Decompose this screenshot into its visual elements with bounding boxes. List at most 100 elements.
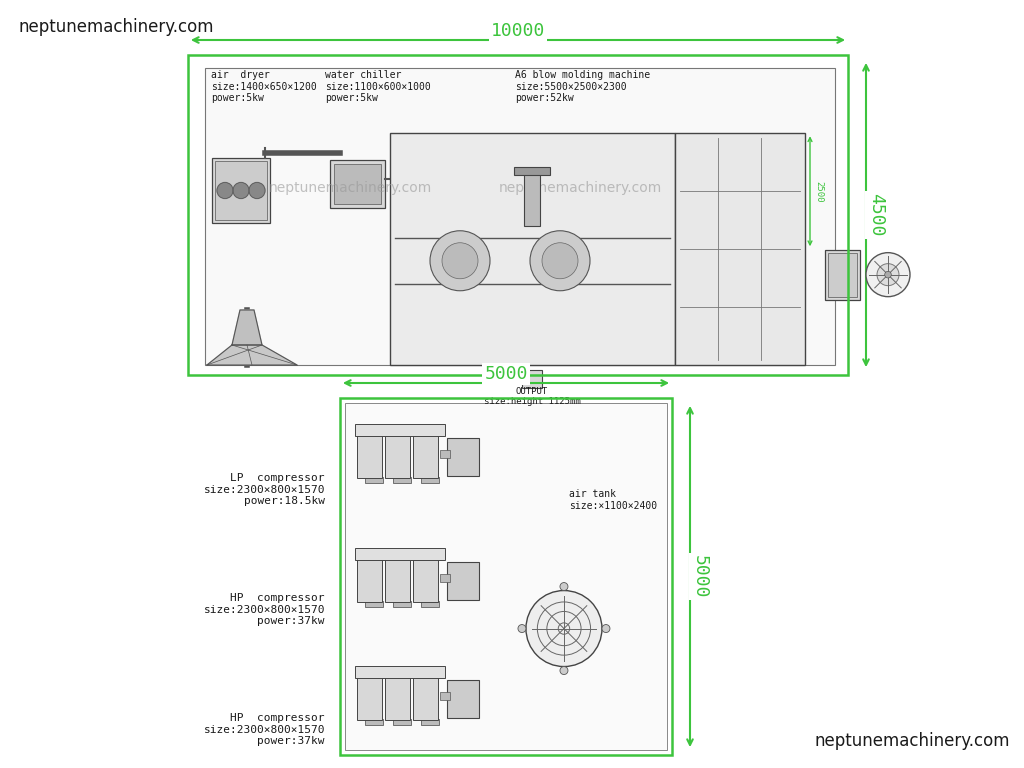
Bar [667,190,673,195]
Bar [667,326,673,331]
Text: HP  compressor
size:2300×800×1570
power:37kw: HP compressor size:2300×800×1570 power:3… [204,593,325,626]
Bar [449,357,456,363]
Bar [556,230,564,236]
Bar [580,357,588,363]
Bar [520,230,528,236]
Text: OUTPUT
size:height 1125mm: OUTPUT size:height 1125mm [483,387,581,406]
Circle shape [542,243,578,279]
Bar [667,254,673,259]
Bar [421,601,439,607]
Bar [652,230,660,236]
Bar [568,230,575,236]
Bar [532,357,540,363]
Bar [447,438,479,476]
Circle shape [217,183,233,198]
Text: air  dryer
size:1400×650×1200
power:5kw: air dryer size:1400×650×1200 power:5kw [211,70,316,103]
Bar [667,198,673,203]
Bar [413,557,438,602]
Bar [667,310,673,315]
Bar [334,164,381,204]
Bar [667,334,673,339]
Bar [357,557,382,602]
Bar [667,142,673,147]
Bar [667,150,673,155]
Bar [357,675,382,720]
Bar [604,230,612,236]
Bar [212,158,270,223]
Text: A6 blow molding machine
size:5500×2500×2300
power:52kw: A6 blow molding machine size:5500×2500×2… [515,70,650,103]
Bar [522,370,542,388]
Bar [355,424,445,436]
Bar [667,206,673,211]
Bar [385,557,410,602]
Text: neptunemachinery.com: neptunemachinery.com [499,181,662,195]
Bar [447,562,479,600]
Bar [524,168,540,226]
Bar [604,357,612,363]
Bar [440,692,450,700]
Bar [675,134,805,365]
Bar [667,350,673,355]
Circle shape [866,253,910,296]
Bar [667,286,673,291]
Text: neptunemachinery.com: neptunemachinery.com [268,181,432,195]
Bar [385,433,410,478]
Text: 5000: 5000 [484,365,527,383]
Text: 10000: 10000 [490,22,545,40]
Bar [412,357,420,363]
Bar [667,246,673,251]
Bar [568,357,575,363]
Bar [520,357,528,363]
Text: 2500: 2500 [814,180,823,202]
Bar [460,230,468,236]
Text: 5000: 5000 [691,554,709,598]
Bar [828,253,857,296]
Bar [667,262,673,267]
Bar [357,433,382,478]
Bar [436,357,444,363]
Bar [640,357,648,363]
Bar [640,230,648,236]
Circle shape [877,263,899,286]
Circle shape [602,624,610,633]
Bar [508,230,516,236]
Bar [365,601,383,607]
Circle shape [530,230,590,291]
Bar [440,574,450,582]
Circle shape [442,243,478,279]
Bar [365,477,383,483]
Bar [205,68,835,365]
Circle shape [560,667,568,674]
Bar [421,719,439,725]
Bar [628,357,636,363]
Circle shape [249,183,265,198]
Bar [556,357,564,363]
Bar [496,357,504,363]
Bar [412,230,420,236]
Bar [188,55,848,375]
Bar [667,166,673,171]
Bar [390,134,675,365]
Bar [664,357,672,363]
Bar [393,601,411,607]
Bar [667,278,673,283]
Bar [667,222,673,227]
Text: neptunemachinery.com: neptunemachinery.com [18,18,213,36]
Bar [667,294,673,299]
Bar [532,230,540,236]
Bar [484,357,492,363]
Bar [393,477,411,483]
Bar [667,318,673,323]
Bar [421,477,439,483]
Bar [544,357,552,363]
Circle shape [430,230,490,291]
Text: air tank
size:×1100×2400: air tank size:×1100×2400 [569,489,657,511]
Circle shape [526,591,602,667]
Bar [400,230,408,236]
Bar [508,357,516,363]
Bar [449,230,456,236]
Bar [667,230,673,235]
Bar [580,230,588,236]
Bar [592,357,600,363]
Circle shape [233,183,249,198]
